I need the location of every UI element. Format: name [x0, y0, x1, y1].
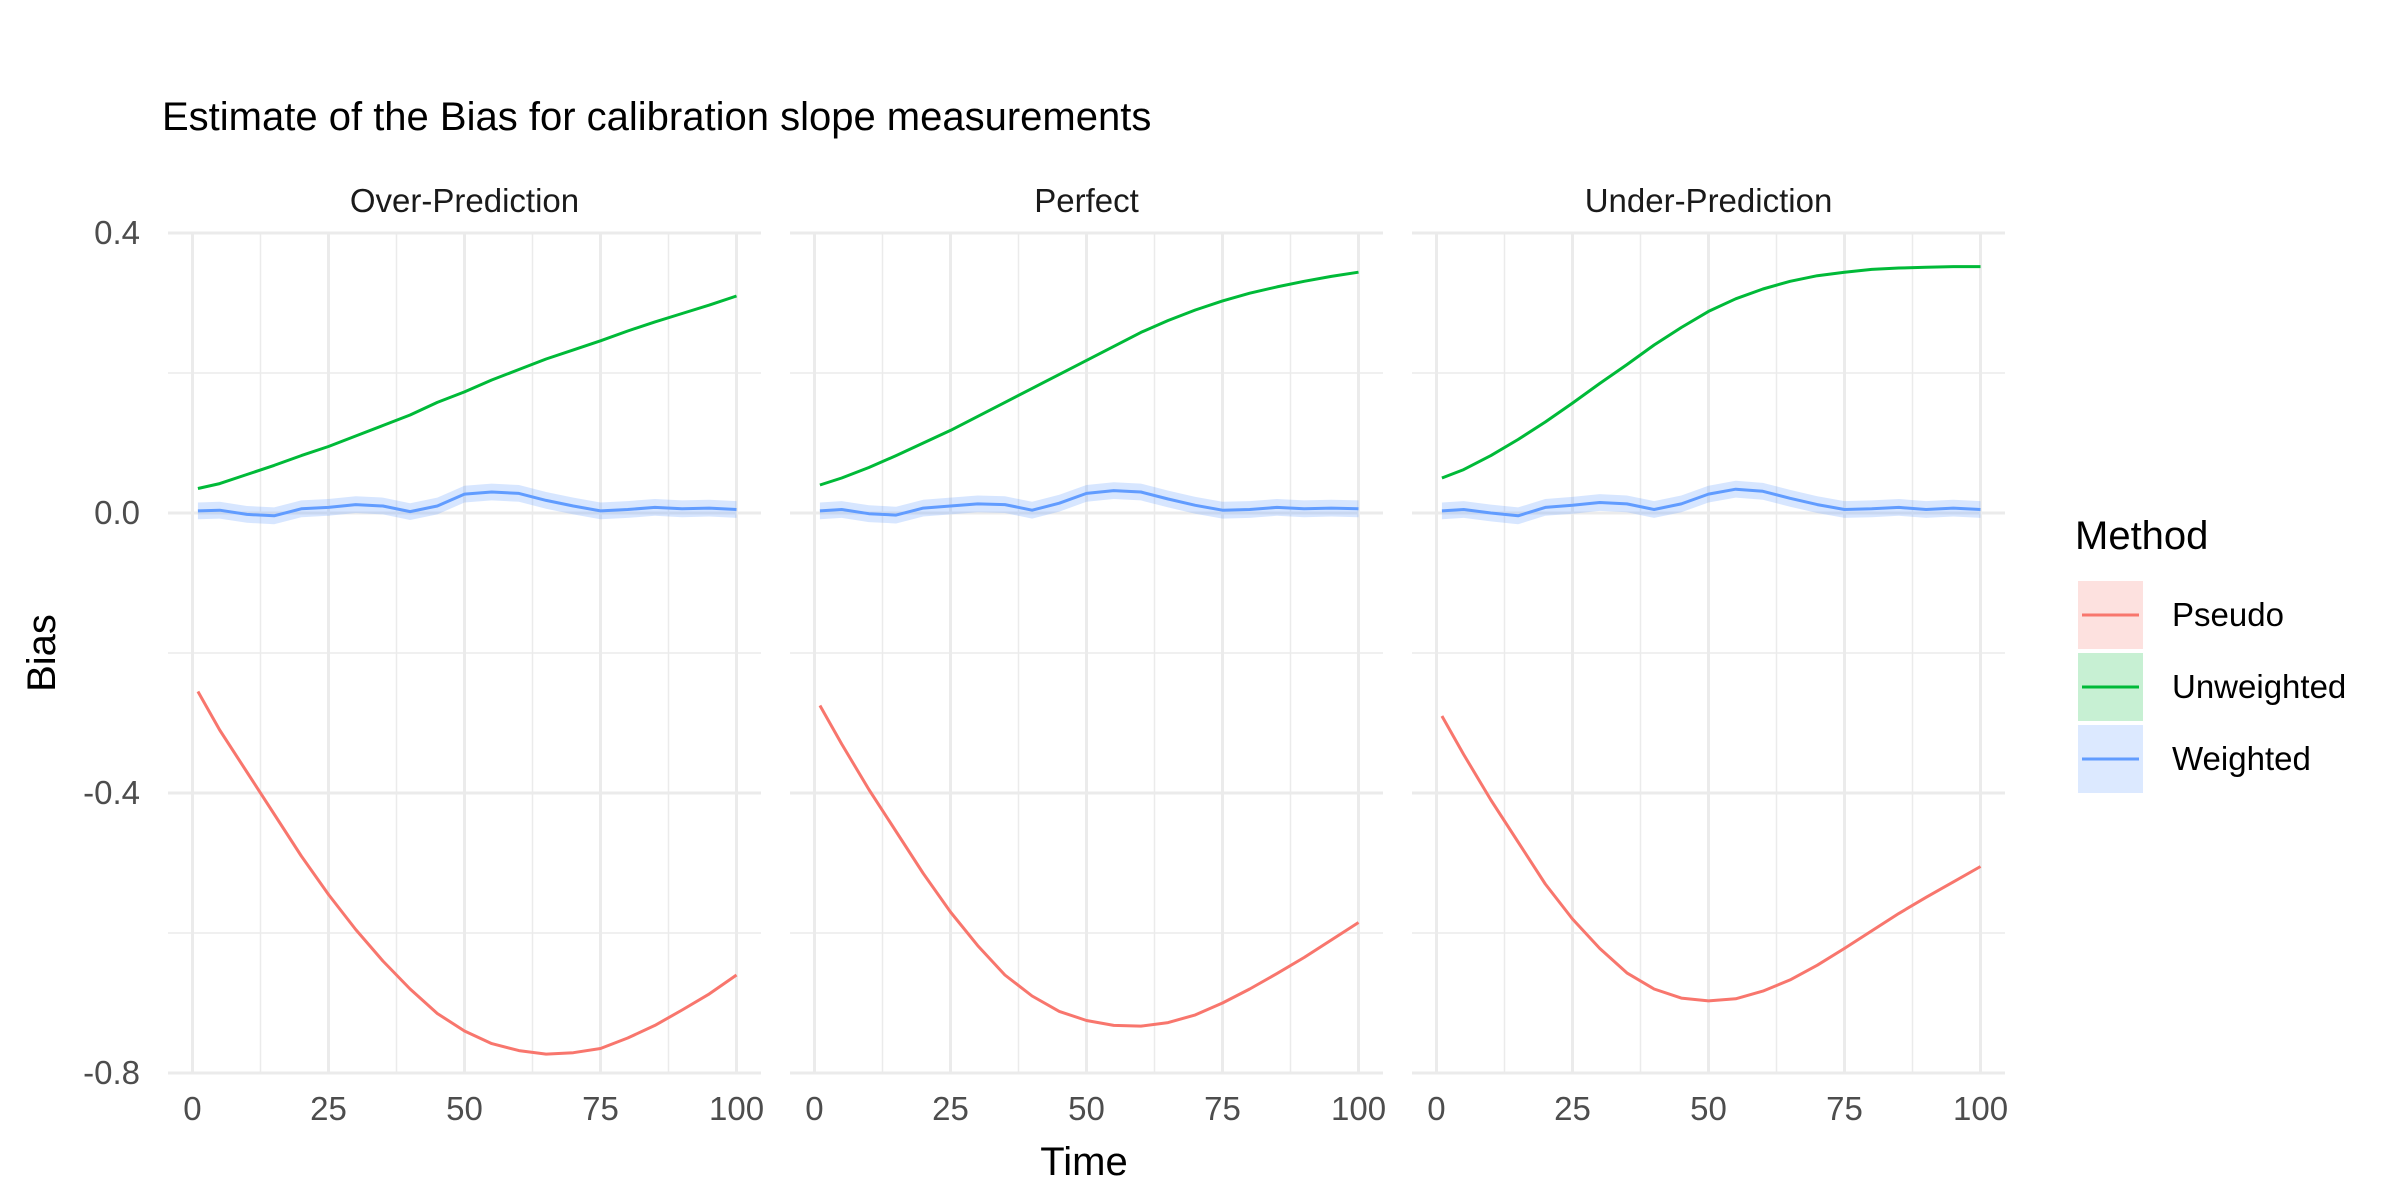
line-weighted	[1441, 487, 1981, 518]
legend-item-weighted: Weighted	[2078, 725, 2311, 793]
y-tick-label: -0.8	[83, 1054, 140, 1091]
x-tick-label: 75	[582, 1090, 619, 1127]
line-unweighted	[197, 294, 737, 490]
facet-panel-perfect: Perfect 0 25 50 75 100	[790, 182, 1386, 1127]
x-tick-label: 50	[1068, 1090, 1105, 1127]
y-axis-title: Bias	[20, 614, 64, 692]
ribbon-weighted	[1441, 480, 1981, 525]
legend-label: Unweighted	[2172, 668, 2346, 705]
x-tick-label: 100	[1953, 1090, 2008, 1127]
facet-strip-label: Perfect	[1034, 182, 1139, 219]
x-tick-label: 25	[932, 1090, 969, 1127]
line-pseudo	[1440, 715, 1982, 1003]
x-tick-label: 25	[310, 1090, 347, 1127]
legend-label: Weighted	[2172, 740, 2311, 777]
x-axis-title: Time	[1040, 1140, 1127, 1184]
facet-panel-under-prediction: Under-Prediction 0 25 50 75 100	[1412, 182, 2008, 1127]
x-tick-label: 50	[446, 1090, 483, 1127]
legend-title: Method	[2075, 514, 2208, 558]
legend-label: Pseudo	[2172, 596, 2284, 633]
legend: Method Pseudo Unweighted Weighted	[2075, 514, 2346, 793]
facet-panels: Over-Prediction 0 25 50 75 100 Perfect 0 25 50 75 1…	[83, 182, 2008, 1127]
x-tick-label: 0	[1427, 1090, 1445, 1127]
ribbon-weighted	[819, 482, 1359, 524]
line-pseudo	[196, 690, 738, 1056]
legend-item-pseudo: Pseudo	[2078, 581, 2284, 649]
x-tick-label: 50	[1690, 1090, 1727, 1127]
x-tick-label: 100	[709, 1090, 764, 1127]
legend-item-unweighted: Unweighted	[2078, 653, 2346, 721]
line-unweighted	[1441, 265, 1981, 480]
line-weighted	[197, 490, 737, 518]
line-weighted	[819, 489, 1359, 517]
line-pseudo	[818, 704, 1360, 1028]
facet-strip-label: Under-Prediction	[1585, 182, 1833, 219]
x-tick-label: 0	[805, 1090, 823, 1127]
y-tick-label: -0.4	[83, 774, 140, 811]
x-tick-label: 0	[183, 1090, 201, 1127]
x-tick-label: 75	[1204, 1090, 1241, 1127]
facet-panel-over-prediction: Over-Prediction 0 25 50 75 100	[168, 182, 764, 1127]
y-tick-label: 0.0	[94, 494, 140, 531]
ribbon-weighted	[197, 483, 737, 525]
facet-strip-label: Over-Prediction	[350, 182, 579, 219]
y-tick-label: 0.4	[94, 214, 140, 251]
x-tick-label: 25	[1554, 1090, 1591, 1127]
x-tick-label: 100	[1331, 1090, 1386, 1127]
x-tick-label: 75	[1826, 1090, 1863, 1127]
line-unweighted	[819, 270, 1359, 487]
chart-title: Estimate of the Bias for calibration slo…	[162, 95, 1151, 139]
